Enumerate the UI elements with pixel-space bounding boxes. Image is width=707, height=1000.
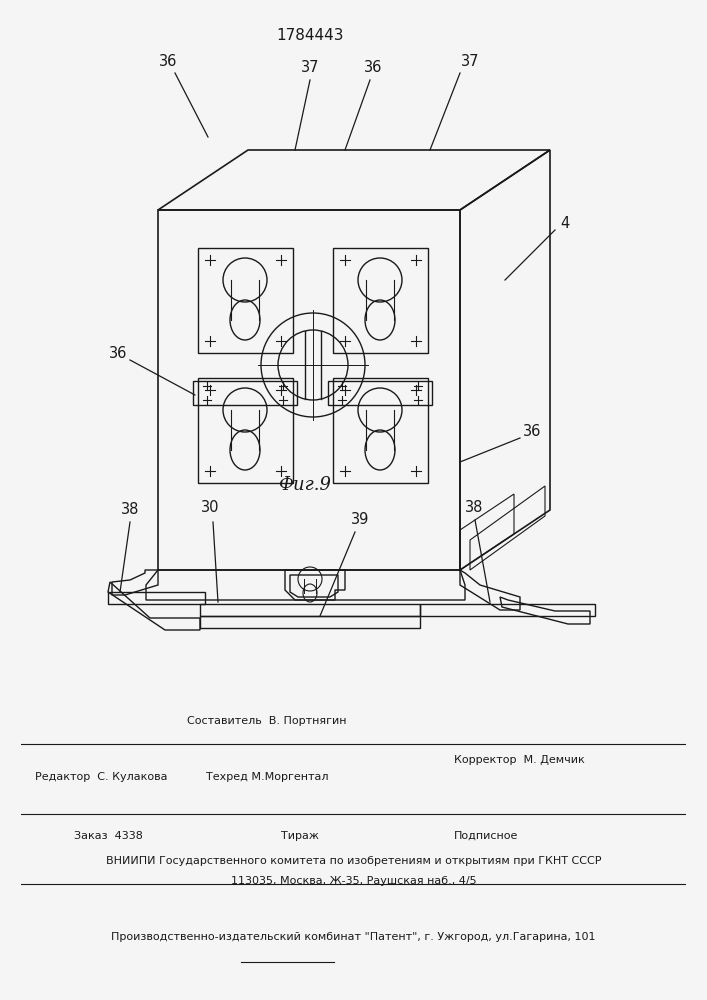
Text: 36: 36 — [522, 424, 541, 440]
Text: 36: 36 — [364, 60, 382, 76]
Text: Тираж: Тираж — [281, 831, 320, 841]
Text: 37: 37 — [300, 60, 320, 76]
Text: 38: 38 — [464, 500, 483, 516]
Text: Составитель  В. Портнягин: Составитель В. Портнягин — [187, 716, 347, 726]
Text: Фиг.9: Фиг.9 — [279, 476, 332, 494]
Text: 38: 38 — [121, 502, 139, 518]
Text: Заказ  4338: Заказ 4338 — [74, 831, 144, 841]
Text: Корректор  М. Демчик: Корректор М. Демчик — [455, 755, 585, 765]
Text: Техред М.Моргентал: Техред М.Моргентал — [206, 772, 328, 782]
Text: Производственно-издательский комбинат "Патент", г. Ужгород, ул.Гагарина, 101: Производственно-издательский комбинат "П… — [111, 932, 596, 942]
Text: Редактор  С. Кулакова: Редактор С. Кулакова — [35, 772, 168, 782]
Text: 37: 37 — [461, 54, 479, 70]
Text: Подписное: Подписное — [454, 831, 519, 841]
Text: 4: 4 — [561, 217, 570, 232]
Text: ВНИИПИ Государственного комитета по изобретениям и открытиям при ГКНТ СССР: ВНИИПИ Государственного комитета по изоб… — [106, 856, 601, 866]
Text: 36: 36 — [159, 54, 177, 70]
Text: 30: 30 — [201, 500, 219, 516]
Text: 39: 39 — [351, 512, 369, 528]
Text: 36: 36 — [109, 346, 127, 360]
Text: 1784443: 1784443 — [276, 27, 344, 42]
Text: 113035, Москва, Ж-35, Раушская наб., 4/5: 113035, Москва, Ж-35, Раушская наб., 4/5 — [230, 876, 477, 886]
